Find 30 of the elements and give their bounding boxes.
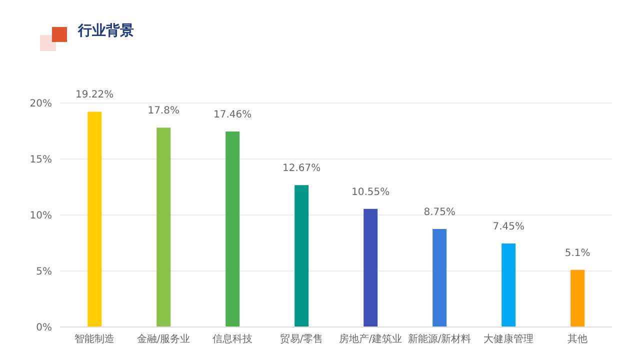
x-tick-label: 金融/服务业 [136,333,190,346]
x-tick-label: 信息科技 [212,333,252,346]
data-label: 7.45% [492,222,524,233]
x-tick-label: 智能制造 [74,333,114,346]
data-label: 17.46% [214,109,252,120]
x-tick-label: 其他 [568,333,588,346]
data-label: 17.8% [148,106,180,117]
data-label: 8.75% [424,207,456,218]
bar [432,229,447,327]
x-tick-label: 贸易/零售 [280,333,324,346]
x-tick-label: 新能源/新材料 [408,333,472,346]
bar [88,112,102,327]
y-tick-label: 5% [36,266,52,278]
bar [226,131,240,327]
y-tick-label: 15% [30,154,52,166]
data-label: 5.1% [564,248,590,259]
chart-title: 行业背景 [78,22,134,40]
data-label: 10.55% [352,186,390,198]
y-tick-label: 0% [36,322,52,334]
x-tick-label: 大健康管理 [484,333,534,346]
bar [294,185,309,327]
bar [502,244,516,327]
bar [156,128,171,327]
data-label: 12.67% [282,163,321,174]
x-tick-label: 房地产/建筑业 [338,333,402,346]
y-tick-label: 10% [30,210,52,222]
data-label: 19.22% [76,90,114,101]
y-tick-label: 20% [30,98,52,110]
bar [364,208,378,327]
bar [570,270,585,327]
